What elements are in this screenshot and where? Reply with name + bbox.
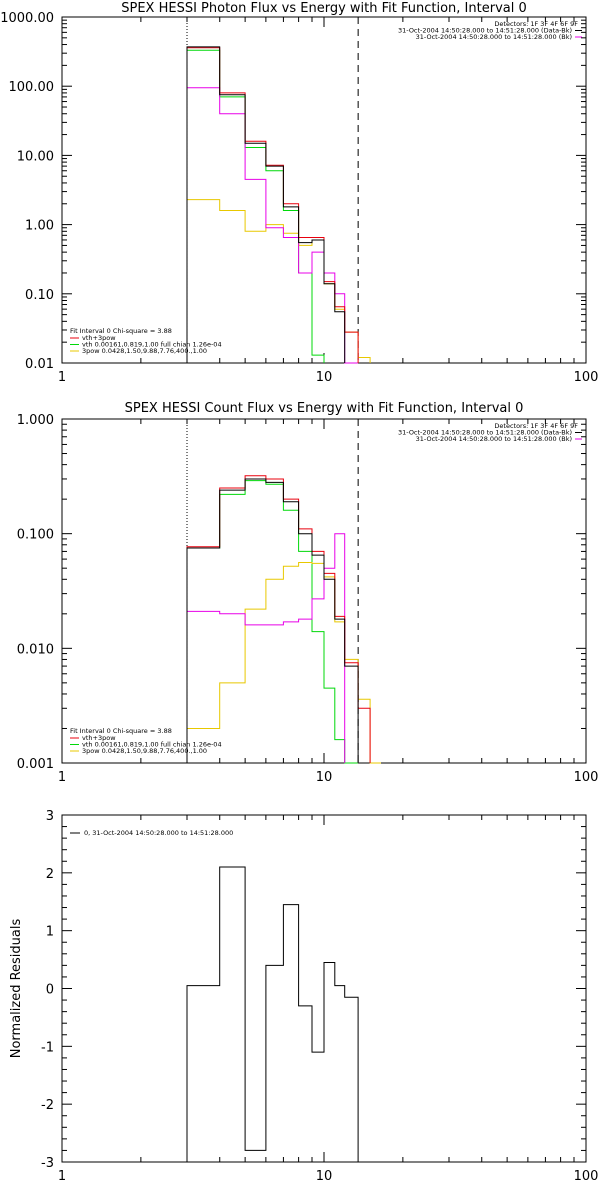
x-tick-label: 100 <box>574 770 599 785</box>
chart-panel-0: SPEX HESSI Photon Flux vs Energy with Fi… <box>0 1 598 385</box>
x-tick-label: 10 <box>316 1169 333 1184</box>
series-line-4 <box>186 87 359 364</box>
x-tick-label: 100 <box>574 1169 599 1184</box>
header-line-1: 31-Oct-2004 14:50:28.000 to 14:51:28.000… <box>398 27 572 35</box>
legend-label-3: 3pow 0.0428,1.50,9.88,7.76,400.,1.00 <box>82 347 207 355</box>
plot-frame <box>61 16 587 364</box>
chart-panel-2: 1 10 100 -3 -2 -1 0 1 2 3 Normalized Residuals 0, 3… <box>9 809 598 1184</box>
legend-label-1: vth+3pow <box>82 334 116 342</box>
header-line-0: Detectors: 1F 3F 4F 6F 9F <box>494 20 578 28</box>
chart-title: SPEX HESSI Count Flux vs Energy with Fit… <box>125 401 524 416</box>
series-line-0 <box>186 46 346 363</box>
y-tick-label: 0.100 <box>17 528 54 543</box>
legend-label-2: vth 0.00161,0.819,1.00 full chian 1.26e-… <box>82 341 222 349</box>
y-tick-label: 0.001 <box>17 757 54 772</box>
fit-info: Fit Interval 0 Chi-square = 3.88 <box>70 327 172 335</box>
y-tick-label: 1.000 <box>17 413 54 428</box>
y-tick-label: -2 <box>41 1098 54 1113</box>
series-line-2 <box>186 49 325 363</box>
y-tick-label: 0.01 <box>25 357 54 372</box>
x-tick-label: 1 <box>58 770 66 785</box>
series-line-4 <box>186 533 346 763</box>
header-line-1: 31-Oct-2004 14:50:28.000 to 14:51:28.000… <box>398 429 572 437</box>
y-tick-label: -3 <box>41 1156 54 1171</box>
legend-label-2: vth 0.00161,0.819,1.00 full chian 1.26e-… <box>82 741 222 749</box>
y-tick-label: -1 <box>41 1040 54 1055</box>
header-line-0: Detectors: 1F 3F 4F 6F 9F <box>494 422 578 430</box>
series-line-2 <box>186 480 359 764</box>
fit-info: Fit Interval 0 Chi-square = 3.88 <box>70 727 172 735</box>
y-tick-label: 3 <box>46 809 54 824</box>
x-tick-label: 1 <box>58 1169 66 1184</box>
y-tick-label: 0 <box>46 983 54 998</box>
y-tick-label: 1000.00 <box>0 11 54 26</box>
series-line-3 <box>186 562 381 764</box>
legend-label-1: vth+3pow <box>82 734 116 742</box>
header-line-2: 31-Oct-2004 14:50:28.000 to 14:51:28.000… <box>416 435 572 443</box>
series-line-0 <box>186 478 359 763</box>
residual-line <box>186 866 359 1162</box>
chart-title: SPEX HESSI Photon Flux vs Energy with Fi… <box>121 1 527 16</box>
y-tick-label: 10.00 <box>17 149 54 164</box>
y-tick-label: 0.010 <box>17 642 54 657</box>
y-tick-label: 2 <box>46 867 54 882</box>
y-tick-label: 0.10 <box>25 288 54 303</box>
x-tick-label: 100 <box>574 370 599 385</box>
y-tick-label: 1 <box>46 925 54 940</box>
x-tick-label: 10 <box>316 370 333 385</box>
series-line-1 <box>186 475 371 763</box>
legend-label-3: 3pow 0.0428,1.50,9.88,7.76,400.,1.00 <box>82 747 207 755</box>
y-tick-label: 100.00 <box>9 80 55 95</box>
header-line-2: 31-Oct-2004 14:50:28.000 to 14:51:28.000… <box>416 33 572 41</box>
series-line-1 <box>186 47 359 363</box>
x-tick-label: 1 <box>58 370 66 385</box>
residual-legend-label: 0, 31-Oct-2004 14:50:28.000 to 14:51:28.… <box>84 829 233 837</box>
x-tick-label: 10 <box>316 770 333 785</box>
chart-panel-1: SPEX HESSI Count Flux vs Energy with Fit… <box>17 401 599 785</box>
y-tick-label: 1.00 <box>25 219 54 234</box>
series-line-3 <box>186 199 371 363</box>
y-axis-label: Normalized Residuals <box>9 919 24 1059</box>
